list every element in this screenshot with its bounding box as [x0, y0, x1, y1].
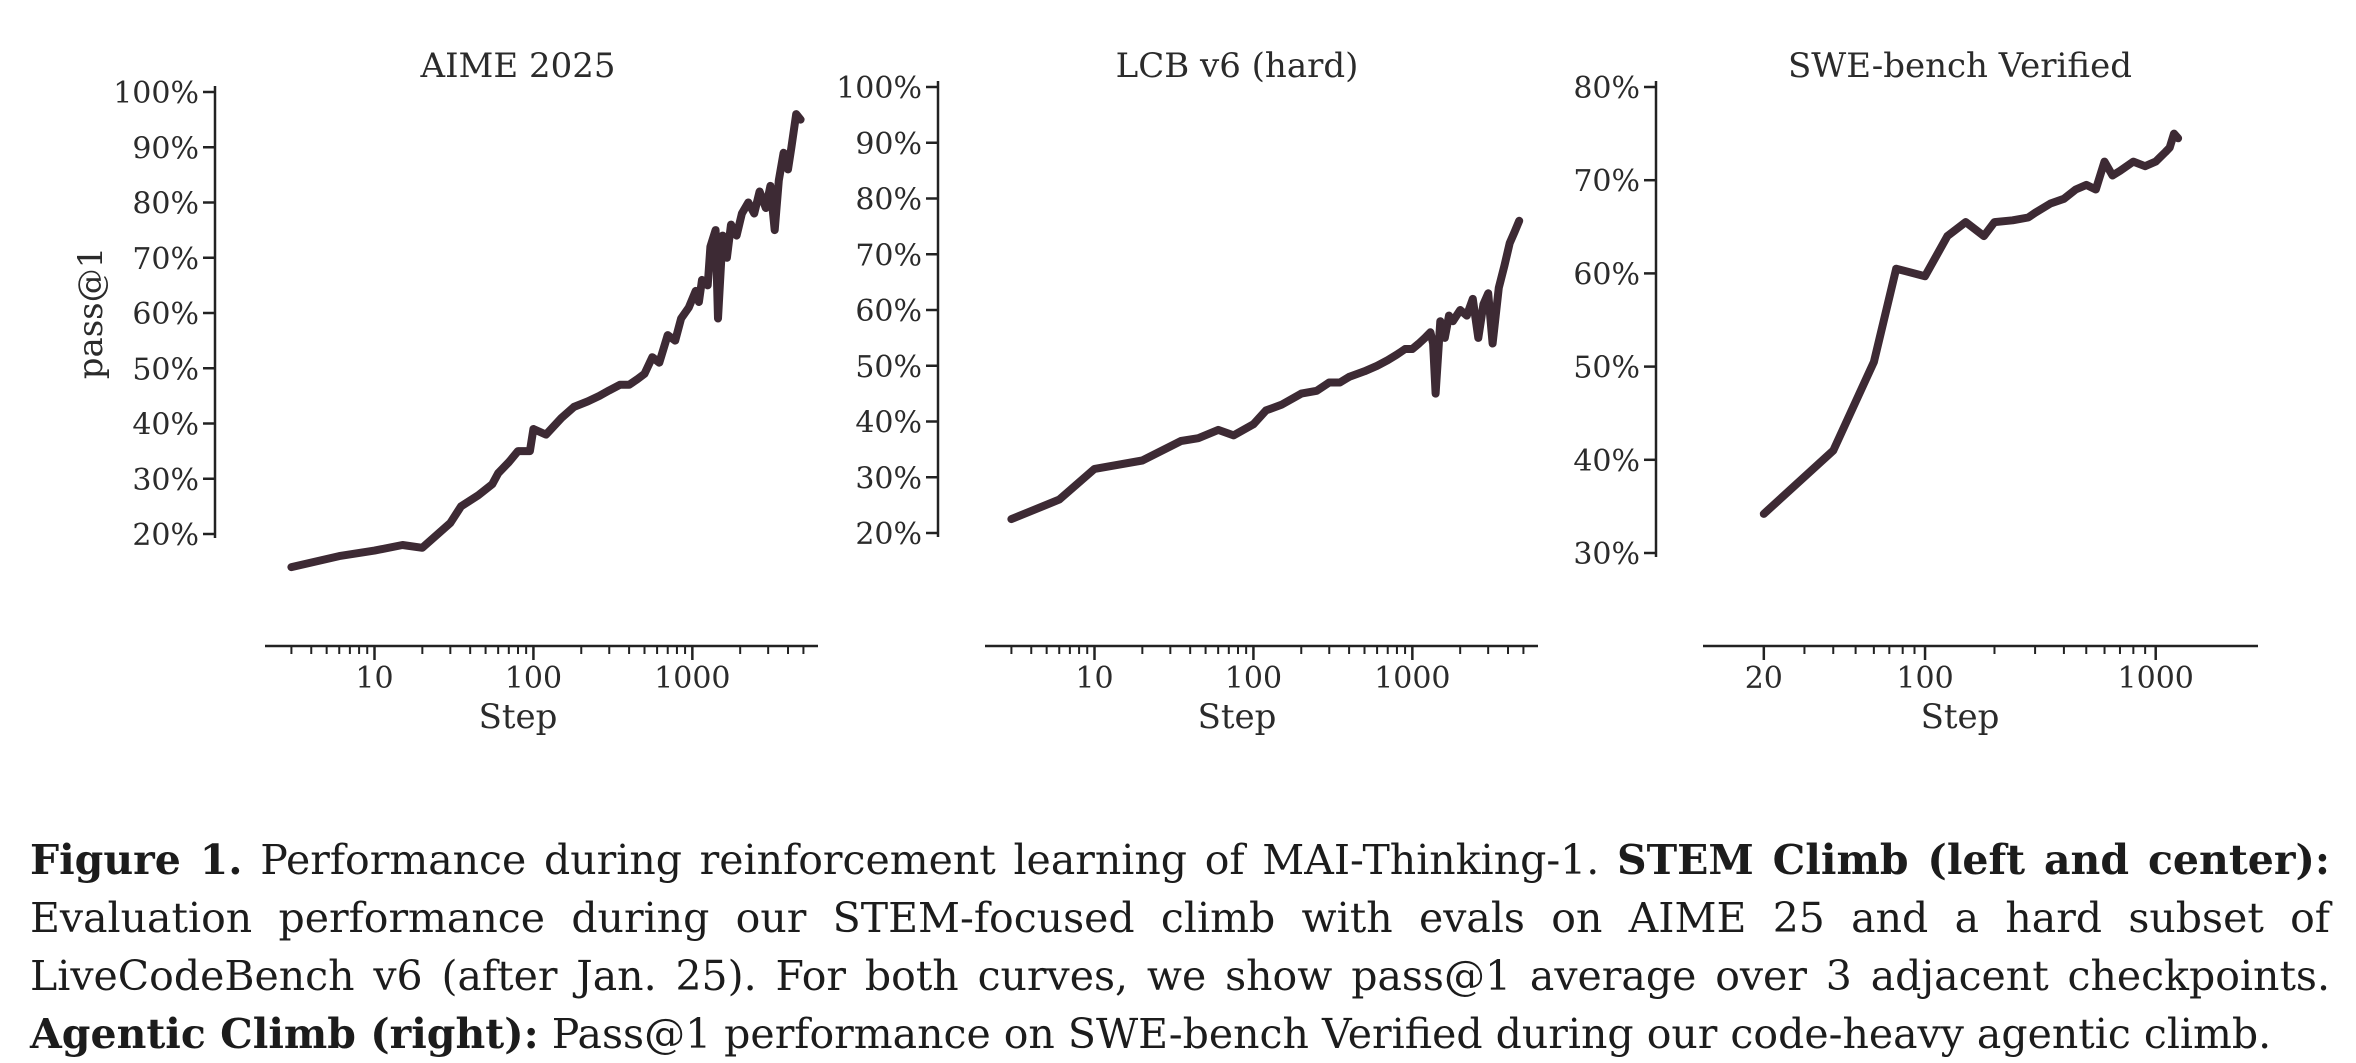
x-axis-label: Step	[479, 697, 558, 737]
series-line	[1007, 216, 1524, 524]
y-tick-label: 40%	[1573, 444, 1640, 479]
y-tick-label: 40%	[855, 406, 922, 441]
y-tick-label: 90%	[132, 131, 199, 166]
x-tick-label: 100	[1896, 661, 1953, 696]
figure-panels: AIME 2025 20% 30% 40% 50% 60% 70% 80% 90% 100% pas…	[71, 46, 2258, 737]
y-tick-label: 30%	[1573, 537, 1640, 572]
y-tick-label: 20%	[132, 518, 199, 553]
x-tick-label: 1000	[654, 661, 730, 696]
y-axis-label: pass@1	[71, 247, 111, 380]
figure-caption: Figure 1. Performance during reinforceme…	[30, 831, 2330, 1063]
y-tick-label: 100%	[113, 76, 199, 111]
caption-stem-climb: STEM Climb (left and center):	[1616, 836, 2330, 884]
y-tick-label: 60%	[132, 297, 199, 332]
x-tick-label: 20	[1745, 661, 1783, 696]
x-tick-label: 1000	[2118, 661, 2194, 696]
caption-text-2: Evaluation performance during our STEM-f…	[30, 894, 2330, 1000]
y-tick-label: 50%	[855, 350, 922, 385]
caption-text-1: Performance during reinforcement learnin…	[242, 836, 1617, 884]
y-tick-label: 30%	[855, 461, 922, 496]
x-axis-label: Step	[1921, 697, 2000, 737]
chart-title: LCB v6 (hard)	[1116, 46, 1359, 86]
y-tick-label: 80%	[855, 183, 922, 218]
x-tick-label: 1000	[1374, 661, 1450, 696]
y-tick-label: 30%	[132, 463, 199, 498]
x-tick-label: 10	[355, 661, 393, 696]
x-tick-label: 100	[505, 661, 562, 696]
chart-title: SWE-bench Verified	[1788, 46, 2132, 86]
x-axis-label: Step	[1198, 697, 1277, 737]
caption-agentic-climb: Agentic Climb (right):	[30, 1010, 539, 1058]
y-tick-label: 60%	[855, 294, 922, 329]
aime-2025-chart: AIME 2025 20% 30% 40% 50% 60% 70% 80% 90% 100% pas…	[71, 46, 818, 737]
y-tick-label: 70%	[855, 238, 922, 273]
x-tick-label: 10	[1075, 661, 1113, 696]
chart-title: AIME 2025	[420, 46, 616, 86]
lcb-v6-hard-chart: LCB v6 (hard) 20% 30% 40% 50% 60% 70% 80% 90% 100…	[836, 46, 1538, 737]
y-tick-label: 80%	[132, 187, 199, 222]
caption-label: Figure 1.	[30, 836, 243, 884]
y-tick-label: 100%	[836, 71, 922, 106]
y-tick-label: 90%	[855, 127, 922, 162]
y-tick-label: 60%	[1573, 257, 1640, 292]
series-line	[1759, 129, 2183, 518]
swe-bench-verified-chart: SWE-bench Verified 30% 40% 50% 60% 70% 80% 20 10…	[1573, 46, 2258, 737]
x-tick-label: 100	[1225, 661, 1282, 696]
series-line	[287, 110, 805, 572]
y-tick-label: 50%	[132, 352, 199, 387]
y-tick-label: 70%	[1573, 164, 1640, 199]
y-tick-label: 70%	[132, 242, 199, 277]
y-tick-label: 80%	[1573, 71, 1640, 106]
y-tick-label: 20%	[855, 517, 922, 552]
y-tick-label: 40%	[132, 408, 199, 443]
caption-text-3: Pass@1 performance on SWE-bench Verified…	[538, 1010, 2272, 1058]
y-tick-label: 50%	[1573, 351, 1640, 386]
